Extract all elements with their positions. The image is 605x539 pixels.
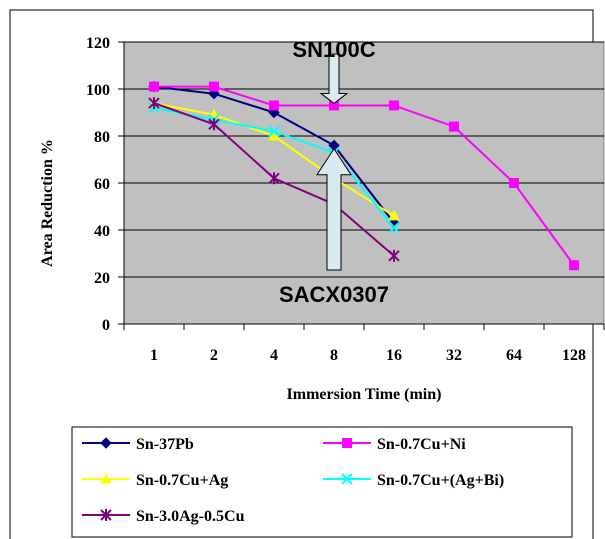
- callout-label: SACX0307: [279, 282, 389, 307]
- legend-label: Sn-37Pb: [136, 436, 194, 453]
- callout-arrow-down: [319, 53, 349, 105]
- data-point: [268, 129, 280, 141]
- y-tick-label: 120: [86, 35, 110, 52]
- data-point: [100, 509, 112, 521]
- y-tick-label: 80: [94, 129, 110, 146]
- y-tick-label: 60: [94, 176, 110, 193]
- legend-box: [71, 426, 573, 538]
- legend-label: Sn-0.7Cu+Ag: [136, 472, 228, 489]
- x-tick-label: 4: [270, 347, 278, 364]
- x-tick-label: 2: [210, 347, 218, 364]
- callout-arrow-up: [316, 147, 352, 271]
- data-point: [148, 97, 160, 110]
- data-point: [209, 81, 219, 92]
- x-axis-title: Immersion Time (min): [287, 386, 442, 403]
- data-point: [509, 178, 519, 188]
- data-point: [388, 249, 400, 262]
- x-tick-label: 64: [506, 347, 522, 364]
- y-tick-label: 40: [94, 223, 110, 240]
- data-point: [341, 473, 353, 485]
- data-point: [388, 221, 400, 234]
- data-point: [569, 260, 579, 271]
- x-tick-label: 32: [446, 347, 462, 364]
- y-axis-title: Area Reduction %: [39, 139, 56, 267]
- data-point: [208, 118, 220, 131]
- y-tick-label: 100: [86, 82, 110, 99]
- data-point: [268, 125, 280, 138]
- data-point: [269, 100, 279, 111]
- series-layer: [148, 80, 579, 271]
- annotations: SN100C SACX0307: [279, 37, 389, 307]
- legend: Sn-37Pb Sn-0.7Cu+Ni Sn-0.7Cu+Ag Sn-0.7Cu+(A…: [71, 426, 573, 538]
- x-tick-label: 16: [386, 347, 402, 364]
- axes: 0 20 40 60 80 100 120 1 2 4 8 16 32 64 128: [86, 35, 605, 364]
- data-point: [342, 438, 352, 448]
- x-tick-label: 128: [562, 347, 586, 364]
- data-point: [149, 81, 159, 92]
- x-tick-label: 1: [150, 347, 158, 364]
- data-point: [388, 209, 400, 221]
- callout-label: SN100C: [292, 37, 375, 62]
- data-point: [449, 121, 459, 132]
- data-point: [100, 437, 112, 449]
- y-tick-label: 20: [94, 270, 110, 287]
- legend-label: Sn-3.0Ag-0.5Cu: [136, 508, 245, 525]
- data-point: [268, 172, 280, 185]
- data-point: [100, 472, 112, 484]
- legend-label: Sn-0.7Cu+Ni: [377, 436, 466, 453]
- data-point: [389, 100, 399, 111]
- series-line: [154, 85, 575, 266]
- x-tick-label: 8: [330, 347, 338, 364]
- legend-label: Sn-0.7Cu+(Ag+Bi): [377, 472, 504, 489]
- y-tick-label: 0: [102, 317, 110, 334]
